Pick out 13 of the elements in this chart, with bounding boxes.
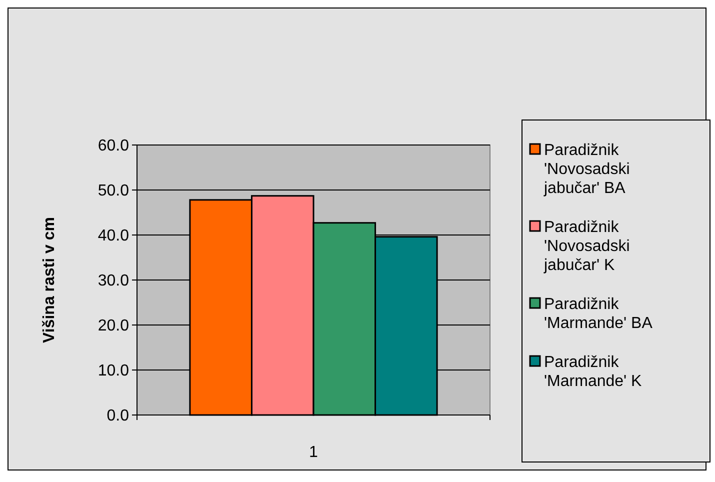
- y-tick-label: 0.0: [106, 408, 130, 425]
- y-tick-label: 30.0: [98, 272, 130, 290]
- y-tick-label: 60.0: [98, 138, 130, 155]
- y-axis-title: Višina rasti v cm: [41, 217, 58, 343]
- y-tick-label: 40.0: [98, 228, 130, 245]
- legend-label: Paradižnik 'Marmande' BA: [544, 296, 653, 332]
- legend-label: Paradižnik 'Marmande' K: [544, 354, 642, 390]
- legend-label: Paradižnik 'Novosadski jabučar' BA: [543, 142, 630, 197]
- y-tick-label: 10.0: [98, 362, 130, 380]
- legend-label: Paradižnik 'Novosadski jabučar' K: [543, 219, 630, 274]
- y-tick-label: 20.0: [98, 318, 130, 335]
- x-tick-label: 1: [309, 444, 318, 461]
- y-tick-label: 50.0: [98, 182, 130, 200]
